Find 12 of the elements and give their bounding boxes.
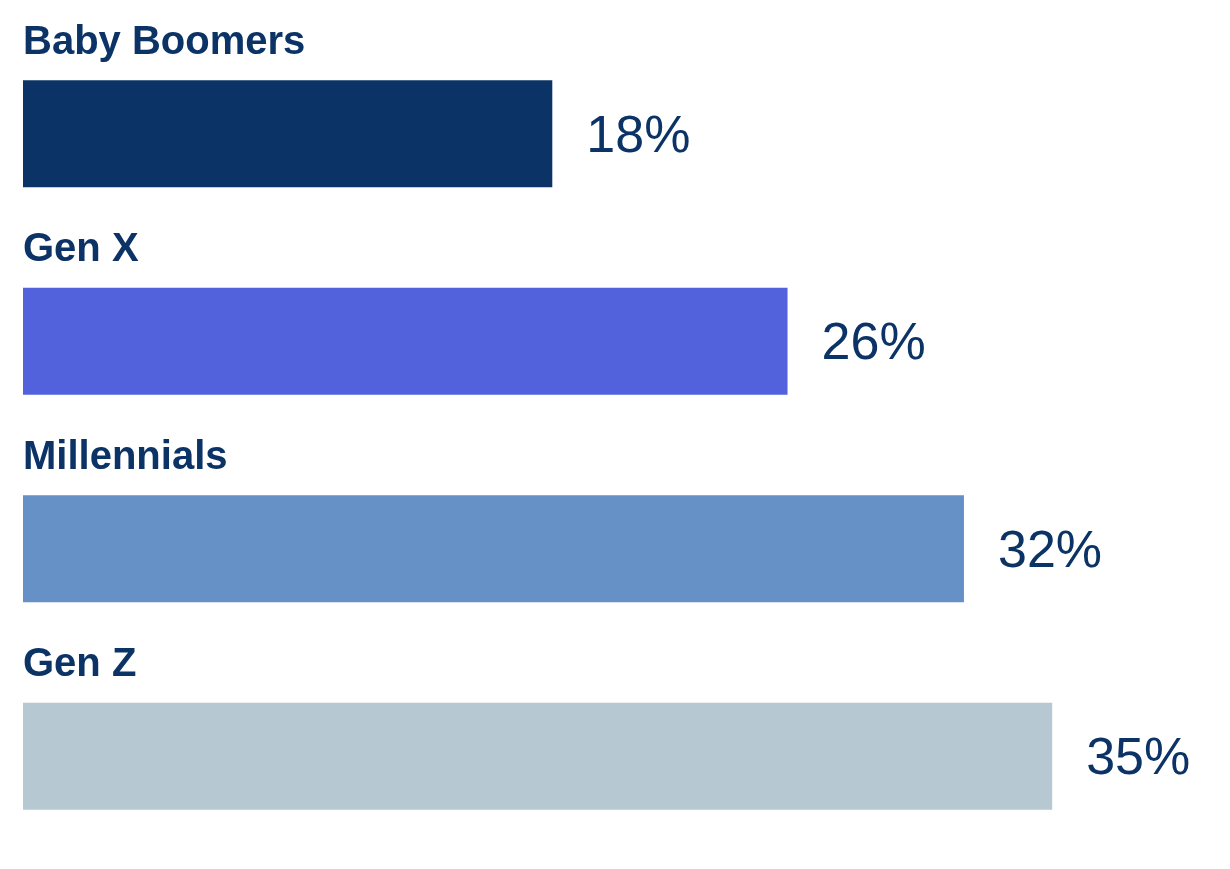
bar [23,80,553,188]
data-label: 18% [586,104,691,163]
data-label: 26% [821,312,926,371]
bar [23,495,964,603]
y-tick-label: Baby Boomers [23,17,306,62]
y-tick-label: Gen Z [23,640,137,685]
y-tick-label: Gen X [23,225,139,270]
bar [23,702,1053,810]
y-tick-label: Millennials [23,432,228,477]
data-label: 32% [997,519,1103,578]
data-label: 35% [1086,727,1191,786]
bar [23,287,788,395]
